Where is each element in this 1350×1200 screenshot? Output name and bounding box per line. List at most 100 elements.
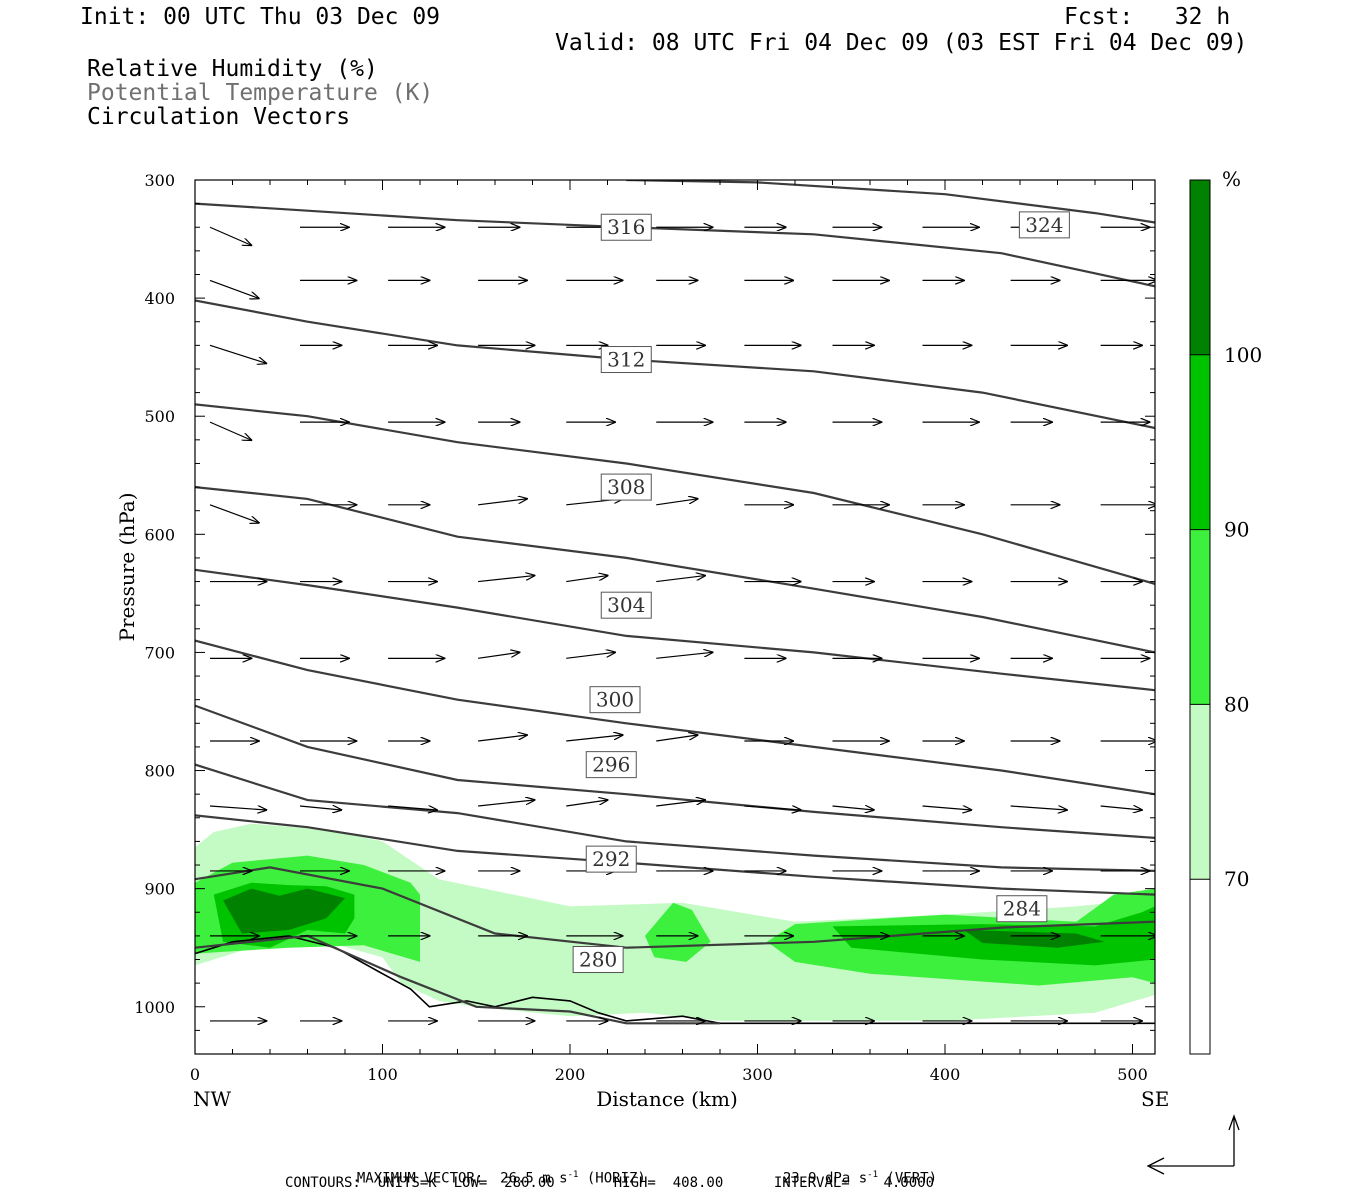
circulation-vector bbox=[566, 576, 607, 583]
contour-label: 324 bbox=[1025, 213, 1063, 237]
theta-contour-300 bbox=[195, 639, 1155, 796]
circulation-vector bbox=[656, 652, 712, 659]
contour-label-box bbox=[585, 751, 637, 779]
max-vector-horiz: (HORIZ) bbox=[578, 1170, 646, 1187]
max-vector-vert-text: 23.9 dPa s bbox=[782, 1170, 868, 1187]
circulation-vector bbox=[566, 800, 607, 807]
colorbar-swatch bbox=[1190, 354, 1210, 530]
y-tick-label: 1000 bbox=[134, 998, 175, 1017]
colorbar-label: 100 bbox=[1224, 343, 1262, 367]
colorbar-frame bbox=[1189, 179, 1211, 1055]
plot-layer: 324 316 312 308 304 300 296 292 284 280 bbox=[195, 180, 1155, 1025]
theta-contour-296 bbox=[195, 704, 1155, 839]
theta-contour-316 bbox=[195, 299, 1155, 430]
plot-frame bbox=[194, 179, 1156, 1055]
contour-label-box bbox=[600, 473, 652, 501]
max-vector-vert-note: 23.9 dPa s-1 (VERT) bbox=[766, 1157, 937, 1186]
circulation-vector bbox=[656, 800, 705, 807]
circulation-vector bbox=[656, 735, 697, 742]
rh-fill-100 bbox=[223, 888, 345, 934]
y-tick-label: 800 bbox=[144, 762, 175, 781]
colorbar-swatch bbox=[1190, 704, 1210, 880]
circulation-vector bbox=[478, 652, 519, 659]
x-tick-label: 200 bbox=[555, 1065, 586, 1084]
contour-label-box bbox=[600, 346, 652, 374]
reference-vector-horiz-head bbox=[1146, 1157, 1165, 1175]
theta-contour-324 bbox=[626, 180, 1155, 224]
contour-label: 308 bbox=[607, 475, 645, 499]
forecast-hour: Fcst: 32 h bbox=[1064, 4, 1231, 30]
contour-label-box bbox=[600, 213, 652, 241]
y-tick-label: 900 bbox=[144, 880, 175, 899]
x-tick-label: 100 bbox=[367, 1065, 398, 1084]
contour-label: 300 bbox=[596, 688, 634, 712]
contour-label: 280 bbox=[579, 948, 617, 972]
y-tick-label: 600 bbox=[144, 525, 175, 544]
circulation-vector bbox=[566, 652, 615, 659]
y-tick-label: 700 bbox=[144, 643, 175, 662]
colorbar-label: 70 bbox=[1224, 867, 1249, 891]
circulation-vector bbox=[1010, 806, 1067, 810]
circulation-vector bbox=[299, 806, 341, 810]
contour-label: 316 bbox=[607, 215, 645, 239]
max-vector-text: MAXIMUM VECTOR: 26.5 m s bbox=[356, 1170, 568, 1187]
terrain-line bbox=[195, 935, 1155, 1025]
colorbar-label: 90 bbox=[1224, 518, 1249, 542]
y-axis-label: Pressure (hPa) bbox=[115, 493, 139, 642]
circulation-vector bbox=[209, 504, 259, 523]
valid-time: Valid: 08 UTC Fri 04 Dec 09 (03 EST Fri … bbox=[555, 30, 1248, 56]
circulation-vector bbox=[922, 806, 972, 810]
contour-label-box bbox=[996, 895, 1048, 923]
max-vector-vert-tail: (VERT) bbox=[878, 1170, 938, 1187]
field-title-vectors: Circulation Vectors bbox=[87, 104, 351, 130]
circulation-vector bbox=[832, 806, 874, 810]
max-vector-note: MAXIMUM VECTOR: 26.5 m s-1 (HORIZ) bbox=[340, 1157, 646, 1186]
x-tick-label: 300 bbox=[742, 1065, 773, 1084]
circulation-vector bbox=[744, 806, 800, 810]
circulation-vector bbox=[209, 806, 266, 810]
x-tick-label: 400 bbox=[930, 1065, 961, 1084]
x-tick-label: 500 bbox=[1117, 1065, 1148, 1084]
y-tick-label: 300 bbox=[144, 171, 175, 190]
y-tick-label: 400 bbox=[144, 289, 175, 308]
colorbar-label: 80 bbox=[1224, 692, 1249, 716]
contours-note: CONTOURS: UNITS=K LOW= 280.00 HIGH= 408.… bbox=[285, 1175, 935, 1191]
colorbar-swatch bbox=[1190, 180, 1210, 355]
theta-contour-320 bbox=[195, 202, 1155, 288]
end-label-nw: NW bbox=[193, 1087, 232, 1111]
contour-label-box bbox=[572, 946, 624, 974]
circulation-vector bbox=[209, 344, 266, 363]
circulation-vector bbox=[478, 800, 534, 807]
theta-contour-284 bbox=[195, 866, 1155, 949]
y-tick-label: 500 bbox=[144, 407, 175, 426]
field-title-rh: Relative Humidity (%) bbox=[87, 56, 378, 82]
contour-label: 292 bbox=[592, 847, 630, 871]
circulation-vector bbox=[566, 735, 622, 742]
contour-label-box bbox=[589, 686, 641, 714]
circulation-vector bbox=[656, 499, 697, 506]
max-vector-unit-exponent: -1 bbox=[567, 1170, 579, 1180]
end-label-se: SE bbox=[1141, 1087, 1169, 1111]
theta-contour-304 bbox=[195, 568, 1155, 692]
theta-contour-312 bbox=[195, 403, 1155, 585]
circulation-vector bbox=[656, 576, 705, 583]
field-title-theta: Potential Temperature (K) bbox=[87, 80, 434, 106]
circulation-vector bbox=[388, 806, 437, 810]
colorbar-swatch bbox=[1190, 879, 1210, 1054]
circulation-vector bbox=[1100, 806, 1142, 810]
circulation-vector bbox=[209, 279, 259, 298]
colorbar-swatch bbox=[1190, 529, 1210, 705]
x-tick-label: 0 bbox=[190, 1065, 200, 1084]
rh-fill-100 bbox=[963, 930, 1105, 948]
x-axis-label: Distance (km) bbox=[596, 1087, 738, 1111]
circulation-vector bbox=[209, 226, 251, 245]
circulation-vector bbox=[478, 576, 534, 583]
max-vector-vert-exponent: -1 bbox=[867, 1170, 878, 1180]
circulation-vector bbox=[209, 421, 251, 440]
contour-label: 312 bbox=[607, 348, 645, 372]
theta-contour-292 bbox=[195, 763, 1155, 872]
theta-contour-308 bbox=[195, 486, 1155, 654]
contour-label: 284 bbox=[1003, 897, 1041, 921]
reference-vector-vert-head bbox=[1228, 1114, 1240, 1131]
